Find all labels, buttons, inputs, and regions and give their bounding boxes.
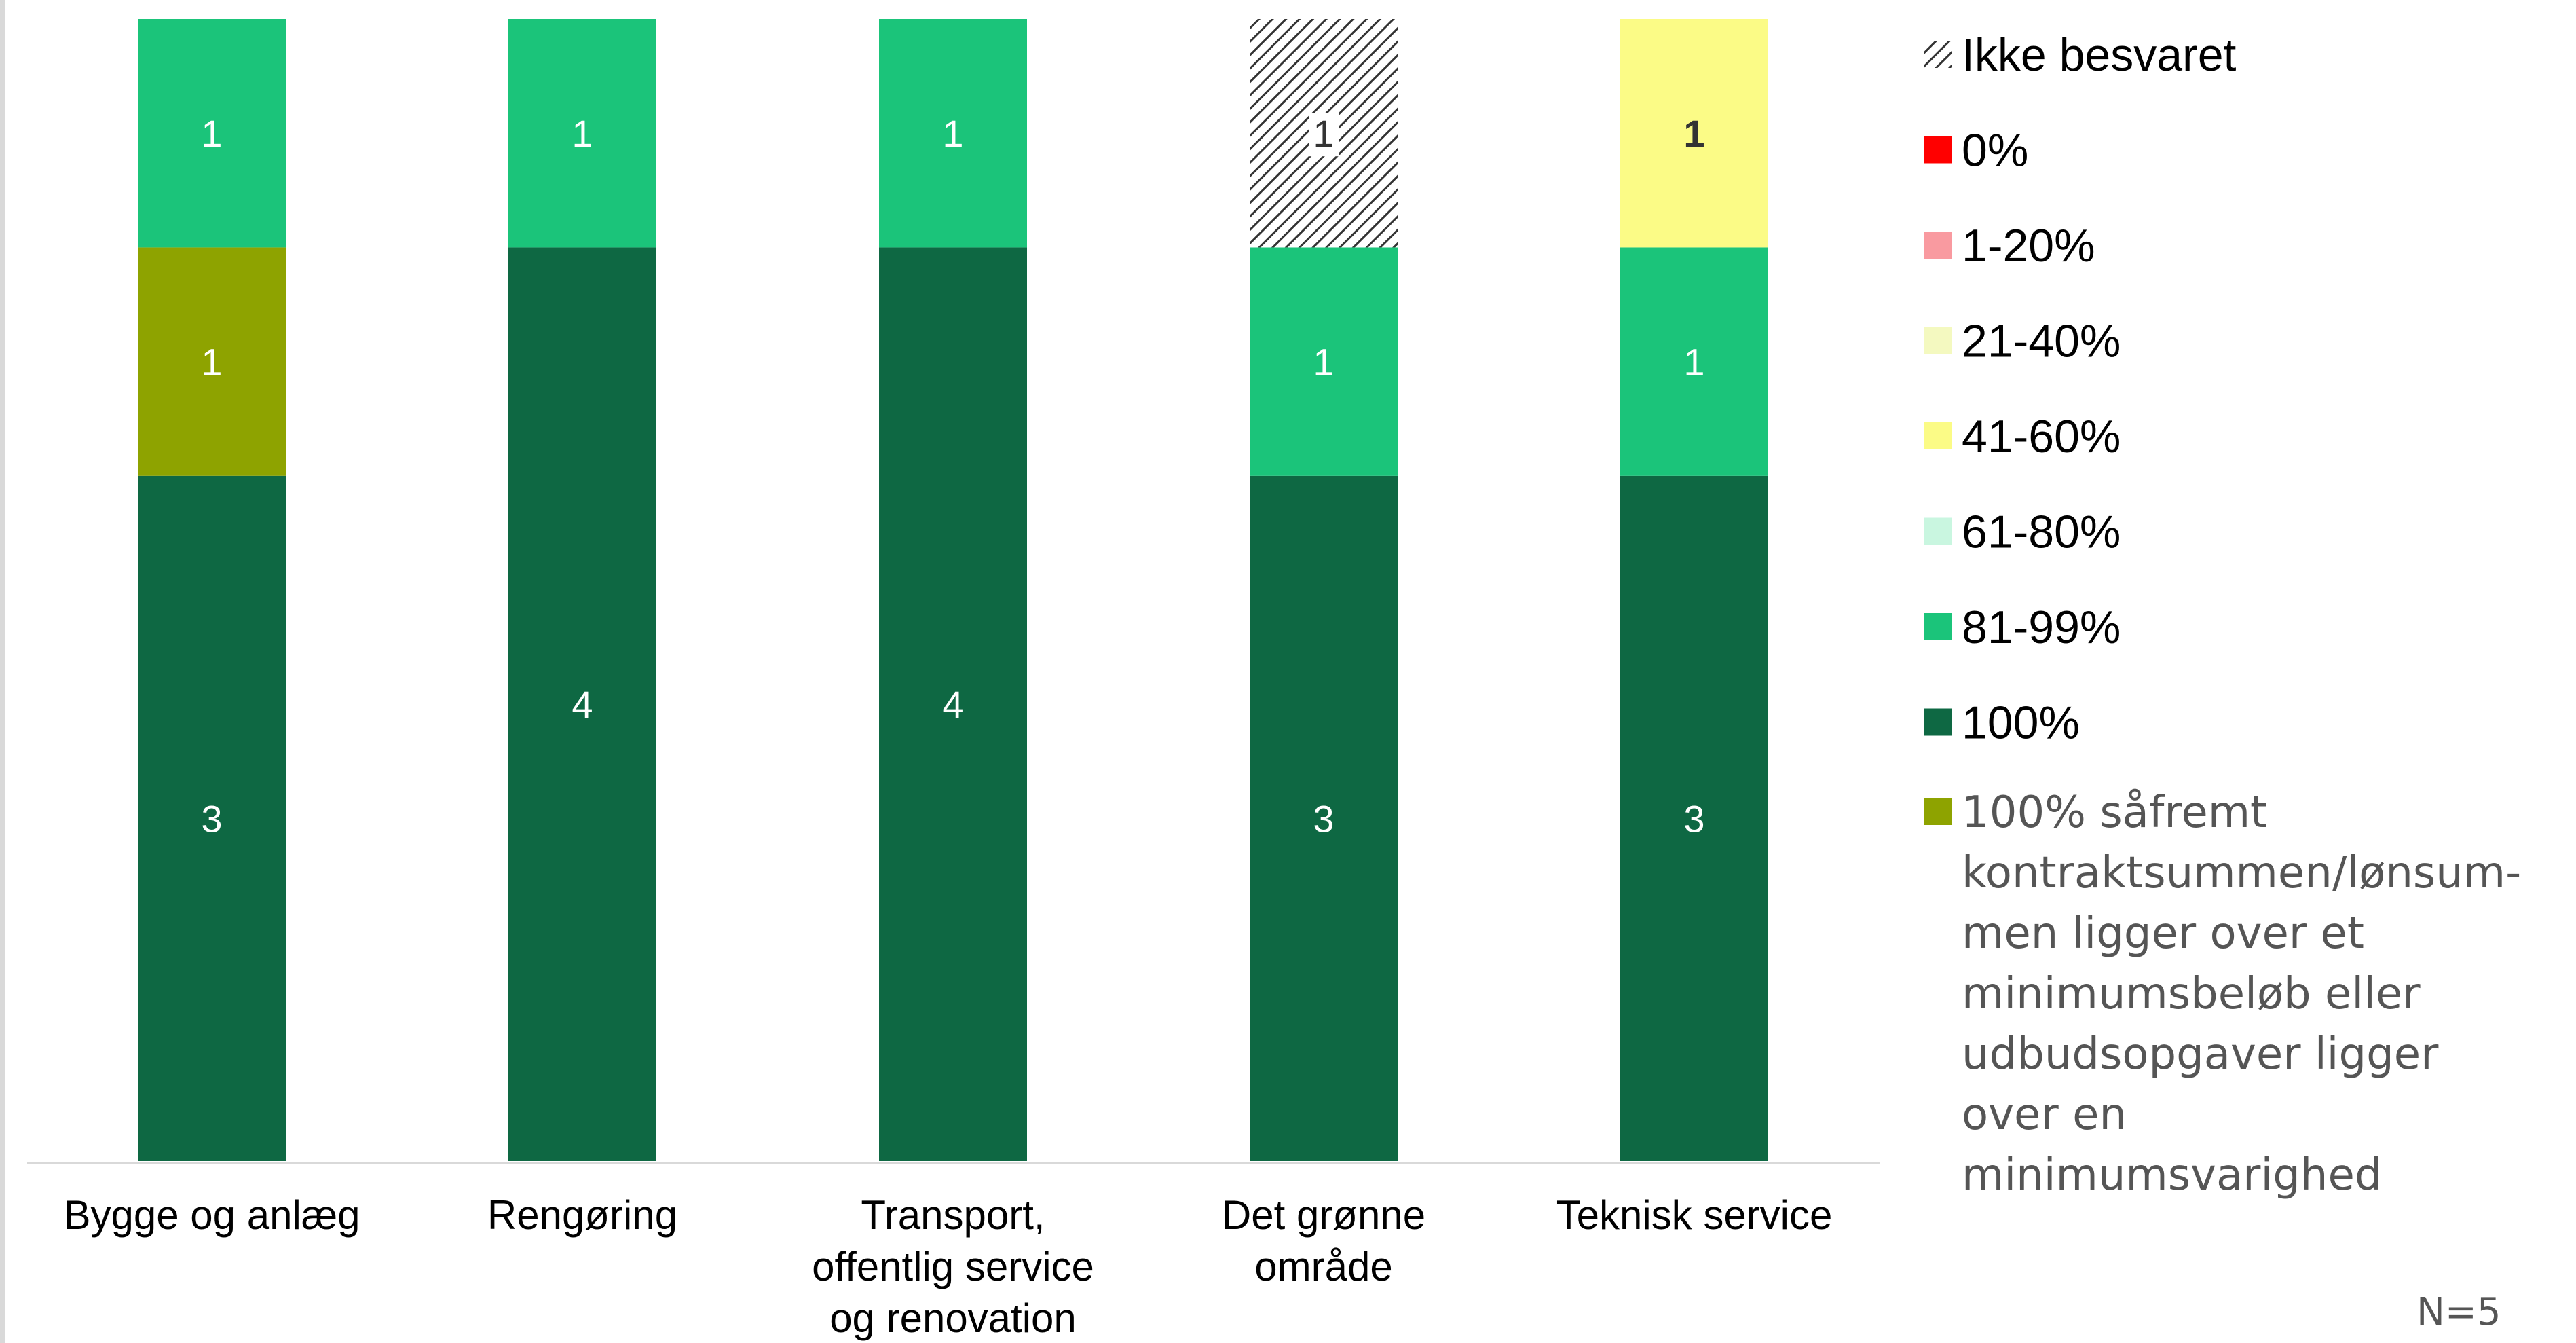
legend-swatch (1924, 41, 1952, 68)
category-label: og renovation (829, 1295, 1077, 1341)
legend-swatch (1924, 517, 1952, 545)
legend-label-line: minimumsbeløb eller (1962, 969, 2421, 1019)
bar-segment-41-60-4 (1620, 19, 1768, 248)
legend-label: Ikke besvaret (1962, 29, 2237, 81)
bar-segment-81-99-0 (138, 19, 286, 248)
category-label: Transport, (861, 1192, 1045, 1238)
bar-segment-81-99-2 (879, 19, 1027, 248)
bar-segment-100-3 (1250, 475, 1398, 1161)
bar-segment-100-1 (508, 247, 656, 1161)
data-label: 1 (1683, 341, 1704, 384)
bar-segment-81-99-3 (1250, 247, 1398, 476)
legend-swatch (1924, 798, 1952, 825)
data-label: 4 (942, 683, 963, 726)
legend-label-line: 100% såfremt (1962, 788, 2267, 838)
bar-segment-100-s-fremt-kontraktsumm-0 (138, 247, 286, 476)
legend-label: 81-99% (1962, 602, 2121, 653)
data-label: 1 (942, 112, 963, 155)
data-label: 1 (201, 341, 222, 384)
category-label: Teknisk service (1556, 1192, 1833, 1238)
data-label: 3 (1313, 797, 1334, 840)
category-label: område (1254, 1244, 1392, 1289)
segment-labels: 3 1 1 4 1 4 1 3 1 1 3 1 1 (201, 112, 1704, 840)
data-label: 1 (1313, 112, 1334, 155)
legend-label: 1-20% (1962, 220, 2095, 272)
legend-label: 0% (1962, 125, 2028, 177)
category-label: Bygge og anlæg (64, 1192, 360, 1238)
category-label: Det grønne (1222, 1192, 1425, 1238)
data-label: 3 (1683, 797, 1704, 840)
left-edge (0, 0, 5, 1343)
category-label: Rengøring (487, 1192, 677, 1238)
legend-label-line: men ligger over et (1962, 908, 2364, 959)
legend-label: 100% (1962, 697, 2080, 749)
legend-swatch (1924, 232, 1952, 259)
bar-segment-100-0 (138, 475, 286, 1161)
label-backdrop (1309, 113, 1339, 157)
bar-segment-100-2 (879, 247, 1027, 1161)
legend: Ikke besvaret 0% 1-20% 21-40% 41-60% 61-80% 81… (1924, 29, 2521, 1200)
sample-size-note: N=5 (2416, 1290, 2501, 1334)
data-label: 1 (1313, 341, 1334, 384)
category-label: offentlig service (812, 1244, 1094, 1289)
legend-label-line: udbudsopgaver ligger (1962, 1029, 2439, 1080)
legend-swatch (1924, 327, 1952, 354)
data-label: 3 (201, 797, 222, 840)
legend-label: 41-60% (1962, 411, 2121, 462)
data-label: 1 (201, 112, 222, 155)
legend-swatch (1924, 136, 1952, 164)
bars (138, 19, 1768, 1161)
legend-swatch (1924, 708, 1952, 736)
legend-label-line: over en (1962, 1090, 2127, 1140)
legend-swatch (1924, 613, 1952, 640)
category-labels: Bygge og anlæg Rengøring Transport, offentl… (64, 1192, 1833, 1341)
data-label: 1 (572, 112, 593, 155)
data-label: 1 (1683, 112, 1704, 155)
bar-segment-100-4 (1620, 475, 1768, 1161)
legend-label: 21-40% (1962, 316, 2121, 367)
legend-label: 61-80% (1962, 507, 2121, 558)
bar-segment-81-99-1 (508, 19, 656, 248)
data-label: 4 (572, 683, 593, 726)
legend-swatch (1924, 422, 1952, 449)
bar-segment-81-99-4 (1620, 247, 1768, 476)
legend-label-line: kontraktsummen/lønsum- (1962, 848, 2521, 898)
legend-label-line: minimumsvarighed (1962, 1150, 2382, 1200)
